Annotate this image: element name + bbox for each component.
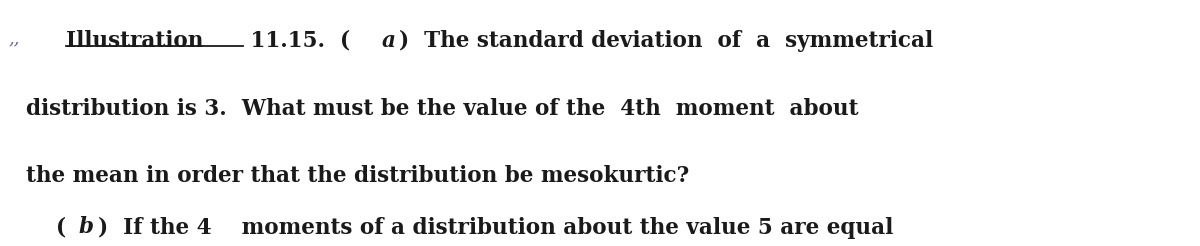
Text: b: b (78, 216, 94, 238)
Text: a: a (382, 30, 395, 51)
Text: (: ( (26, 216, 66, 238)
Text: )  The standard deviation  of  a  symmetrical: ) The standard deviation of a symmetrica… (400, 30, 934, 52)
Text: the mean in order that the distribution be mesokurtic?: the mean in order that the distribution … (26, 165, 690, 187)
Text: Illustration: Illustration (66, 30, 203, 51)
Text: )  If the 4    moments of a distribution about the value 5 are equal: ) If the 4 moments of a distribution abo… (97, 216, 893, 239)
Text: distribution is 3.  What must be the value of the  4th  moment  about: distribution is 3. What must be the valu… (26, 98, 859, 120)
Text: ,,: ,, (8, 30, 20, 47)
Text: 11.15.  (: 11.15. ( (244, 30, 350, 51)
